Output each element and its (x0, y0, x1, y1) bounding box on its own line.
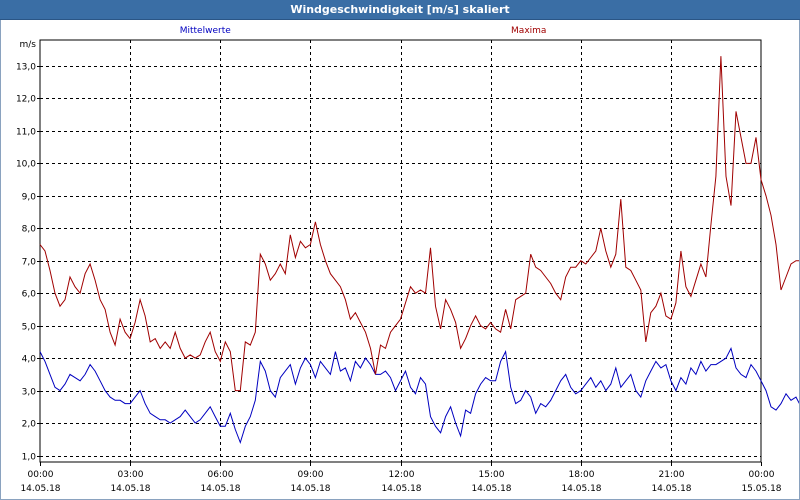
title-bar[interactable]: Windgeschwindigkeit [m/s] skaliert (0, 0, 800, 20)
y-tick-label: 11,0 (16, 128, 36, 138)
y-axis-unit: m/s (20, 40, 37, 50)
x-tick-time: 03:00 (118, 470, 144, 480)
y-tick-label: 10,0 (16, 160, 36, 170)
x-tick-time: 09:00 (298, 470, 324, 480)
y-tick-label: 6,0 (22, 290, 37, 300)
x-tick-time: 15:00 (479, 470, 505, 480)
series-line-max (39, 56, 799, 392)
x-tick-time: 12:00 (389, 470, 415, 480)
y-tick-label: 9,0 (22, 193, 37, 203)
y-tick-label: 7,0 (22, 258, 37, 268)
wind-speed-chart: 1,0 2,0 3,0 4,0 5,0 6,0 7,0 8,0 9,0 10,0 11,0 12,0 1… (16, 26, 799, 494)
x-tick-time: 21:00 (659, 470, 685, 480)
x-tick-time: 00:00 (28, 470, 54, 480)
x-tick-time: 06:00 (208, 470, 234, 480)
legend-mean: Mittelwerte (180, 26, 231, 36)
x-tick-date: 15.05.18 (741, 484, 781, 494)
x-tick-date: 14.05.18 (471, 484, 511, 494)
x-tick-date: 14.05.18 (110, 484, 150, 494)
y-tick-label: 12,0 (16, 95, 36, 105)
y-tick-label: 2,0 (22, 420, 37, 430)
y-tick-label: 8,0 (22, 225, 37, 235)
series-line-mean (39, 347, 799, 445)
x-tick-date: 14.05.18 (381, 484, 421, 494)
x-tick-date: 14.05.18 (651, 484, 691, 494)
y-tick-label: 13,0 (16, 63, 36, 73)
y-tick-label: 5,0 (22, 323, 37, 333)
y-tick-label: 1,0 (22, 453, 37, 463)
chart-frame: 1,0 2,0 3,0 4,0 5,0 6,0 7,0 8,0 9,0 10,0 11,0 12,0 1… (0, 20, 800, 500)
y-tick-label: 3,0 (22, 388, 37, 398)
x-tick-date: 14.05.18 (561, 484, 601, 494)
x-tick-time: 00:00 (749, 470, 775, 480)
y-tick-label: 4,0 (22, 355, 37, 365)
x-tick-time: 18:00 (569, 470, 595, 480)
x-tick-date: 14.05.18 (290, 484, 330, 494)
legend-max: Maxima (511, 26, 546, 36)
window-title: Windgeschwindigkeit [m/s] skaliert (290, 3, 510, 16)
x-tick-date: 14.05.18 (200, 484, 240, 494)
x-tick-date: 14.05.18 (20, 484, 60, 494)
plot-area (39, 39, 762, 463)
